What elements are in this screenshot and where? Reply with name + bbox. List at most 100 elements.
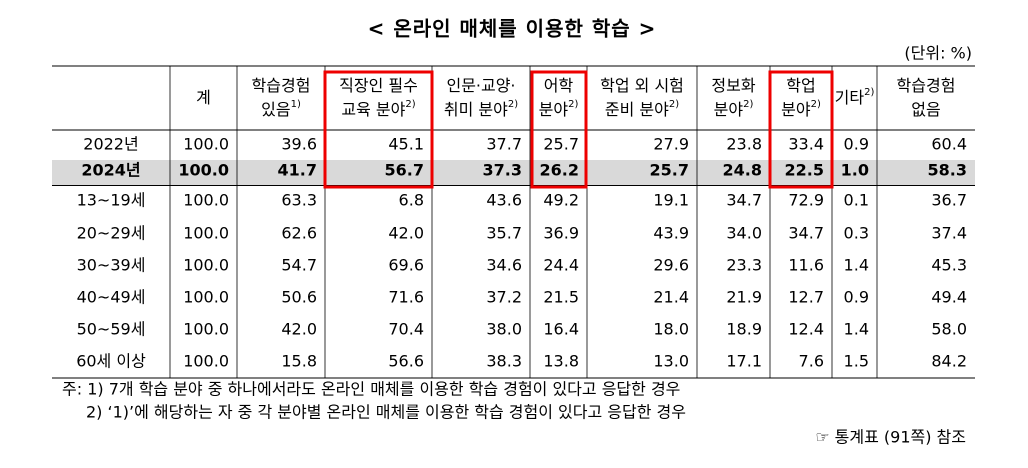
cell: 24.4 (543, 256, 579, 275)
cell: 72.9 (788, 191, 824, 210)
cell: 100.0 (183, 320, 229, 339)
cell: 49.4 (931, 288, 967, 307)
cell: 37.2 (486, 288, 522, 307)
cell: 43.9 (653, 224, 689, 243)
cell: 24.8 (723, 161, 762, 180)
cell: 12.7 (788, 288, 824, 307)
cell: 63.3 (281, 191, 317, 210)
row-highlight (52, 160, 975, 185)
column-header: 분야2) (714, 99, 754, 119)
column-header: 교육 분야2) (341, 99, 415, 119)
cell: 34.7 (726, 191, 762, 210)
cell: 0.9 (844, 135, 869, 154)
header-text: 정보화 (711, 76, 755, 95)
header-text: 학업 (786, 76, 815, 95)
highlight-box (768, 70, 834, 189)
column-header: 있음1) (261, 99, 301, 119)
cell: 25.7 (543, 135, 579, 154)
cell: 58.0 (931, 320, 967, 339)
cell: 0.9 (844, 288, 869, 307)
column-header: 학업 외 시험 (600, 76, 684, 95)
cell: 6.8 (399, 191, 424, 210)
cell: 56.6 (388, 352, 424, 371)
footnote-mark: 2) (864, 87, 874, 98)
header-text: 분야 (539, 100, 569, 119)
column-header: 학습경험 (897, 76, 956, 95)
cell: 0.3 (844, 224, 869, 243)
cell: 42.0 (281, 320, 317, 339)
cell: 60.4 (931, 135, 967, 154)
cell: 38.0 (486, 320, 522, 339)
highlight-box (323, 70, 434, 189)
cell: 84.2 (931, 352, 967, 371)
column-header: 인문·교양· (446, 76, 515, 95)
header-text: 인문·교양· (446, 76, 515, 95)
cell: 26.2 (540, 161, 579, 180)
cell: 7.6 (799, 352, 824, 371)
cell: 1.5 (844, 352, 869, 371)
footnote-mark: 2) (405, 99, 415, 110)
cell: 15.8 (281, 352, 317, 371)
cell: 100.0 (183, 288, 229, 307)
cell: 36.9 (543, 224, 579, 243)
header-text: 없음 (911, 100, 940, 119)
unit: (단위: %) (904, 44, 972, 63)
header-text: 취미 분야 (444, 100, 508, 119)
note: 주: 1) 7개 학습 분야 중 하나에서라도 온라인 매체를 이용한 학습 경… (62, 380, 680, 399)
cell: 70.4 (388, 320, 424, 339)
cell: 39.6 (281, 135, 317, 154)
cell: 37.7 (486, 135, 522, 154)
note: 2) ‘1)’에 해당하는 자 중 각 분야별 온라인 매체를 이용한 학습 경… (86, 403, 686, 422)
row-label: 30~39세 (77, 256, 146, 275)
header-text: 있음 (261, 100, 290, 119)
footnote-mark: 1) (291, 99, 301, 110)
cell: 11.6 (788, 256, 824, 275)
cell: 38.3 (486, 352, 522, 371)
footnote-mark: 2) (669, 99, 679, 110)
cell: 100.0 (183, 256, 229, 275)
cell: 100.0 (178, 161, 229, 180)
header-text: 어학 (544, 76, 574, 95)
column-header: 분야2) (781, 99, 821, 119)
column-header: 어학 (544, 76, 574, 95)
cell: 21.4 (653, 288, 689, 307)
row-label: 2022년 (83, 135, 138, 154)
cell: 42.0 (388, 224, 424, 243)
cell: 33.4 (788, 135, 824, 154)
cell: 58.3 (928, 161, 967, 180)
cell: 50.6 (281, 288, 317, 307)
footnote-mark: 2) (508, 99, 518, 110)
column-header: 준비 분야2) (605, 99, 679, 119)
cell: 43.6 (486, 191, 522, 210)
cell: 13.8 (543, 352, 579, 371)
note: ☞ 통계표 (91쪽) 참조 (815, 428, 966, 447)
cell: 45.1 (388, 135, 424, 154)
cell: 1.0 (841, 161, 869, 180)
column-header: 취미 분야2) (444, 99, 518, 119)
column-header: 기타2) (835, 87, 875, 107)
cell: 18.9 (726, 320, 762, 339)
cell: 41.7 (278, 161, 317, 180)
cell: 12.4 (788, 320, 824, 339)
cell: 1.4 (844, 320, 869, 339)
title: < 온라인 매체를 이용한 학습 > (368, 17, 657, 41)
header-text: 기타 (835, 88, 865, 107)
cell: 56.7 (385, 161, 424, 180)
cell: 100.0 (183, 224, 229, 243)
cell: 69.6 (388, 256, 424, 275)
header-text: 계 (196, 88, 211, 107)
header-text: 준비 분야 (605, 100, 669, 119)
cell: 13.0 (653, 352, 689, 371)
footnote-mark: 2) (743, 99, 753, 110)
row-label: 50~59세 (77, 320, 146, 339)
cell: 62.6 (281, 224, 317, 243)
row-label: 2024년 (81, 161, 140, 180)
cell: 1.4 (844, 256, 869, 275)
cell: 0.1 (844, 191, 869, 210)
header-text: 학습경험 (252, 76, 311, 95)
cell: 34.7 (788, 224, 824, 243)
cell: 37.3 (483, 161, 522, 180)
cell: 25.7 (650, 161, 689, 180)
